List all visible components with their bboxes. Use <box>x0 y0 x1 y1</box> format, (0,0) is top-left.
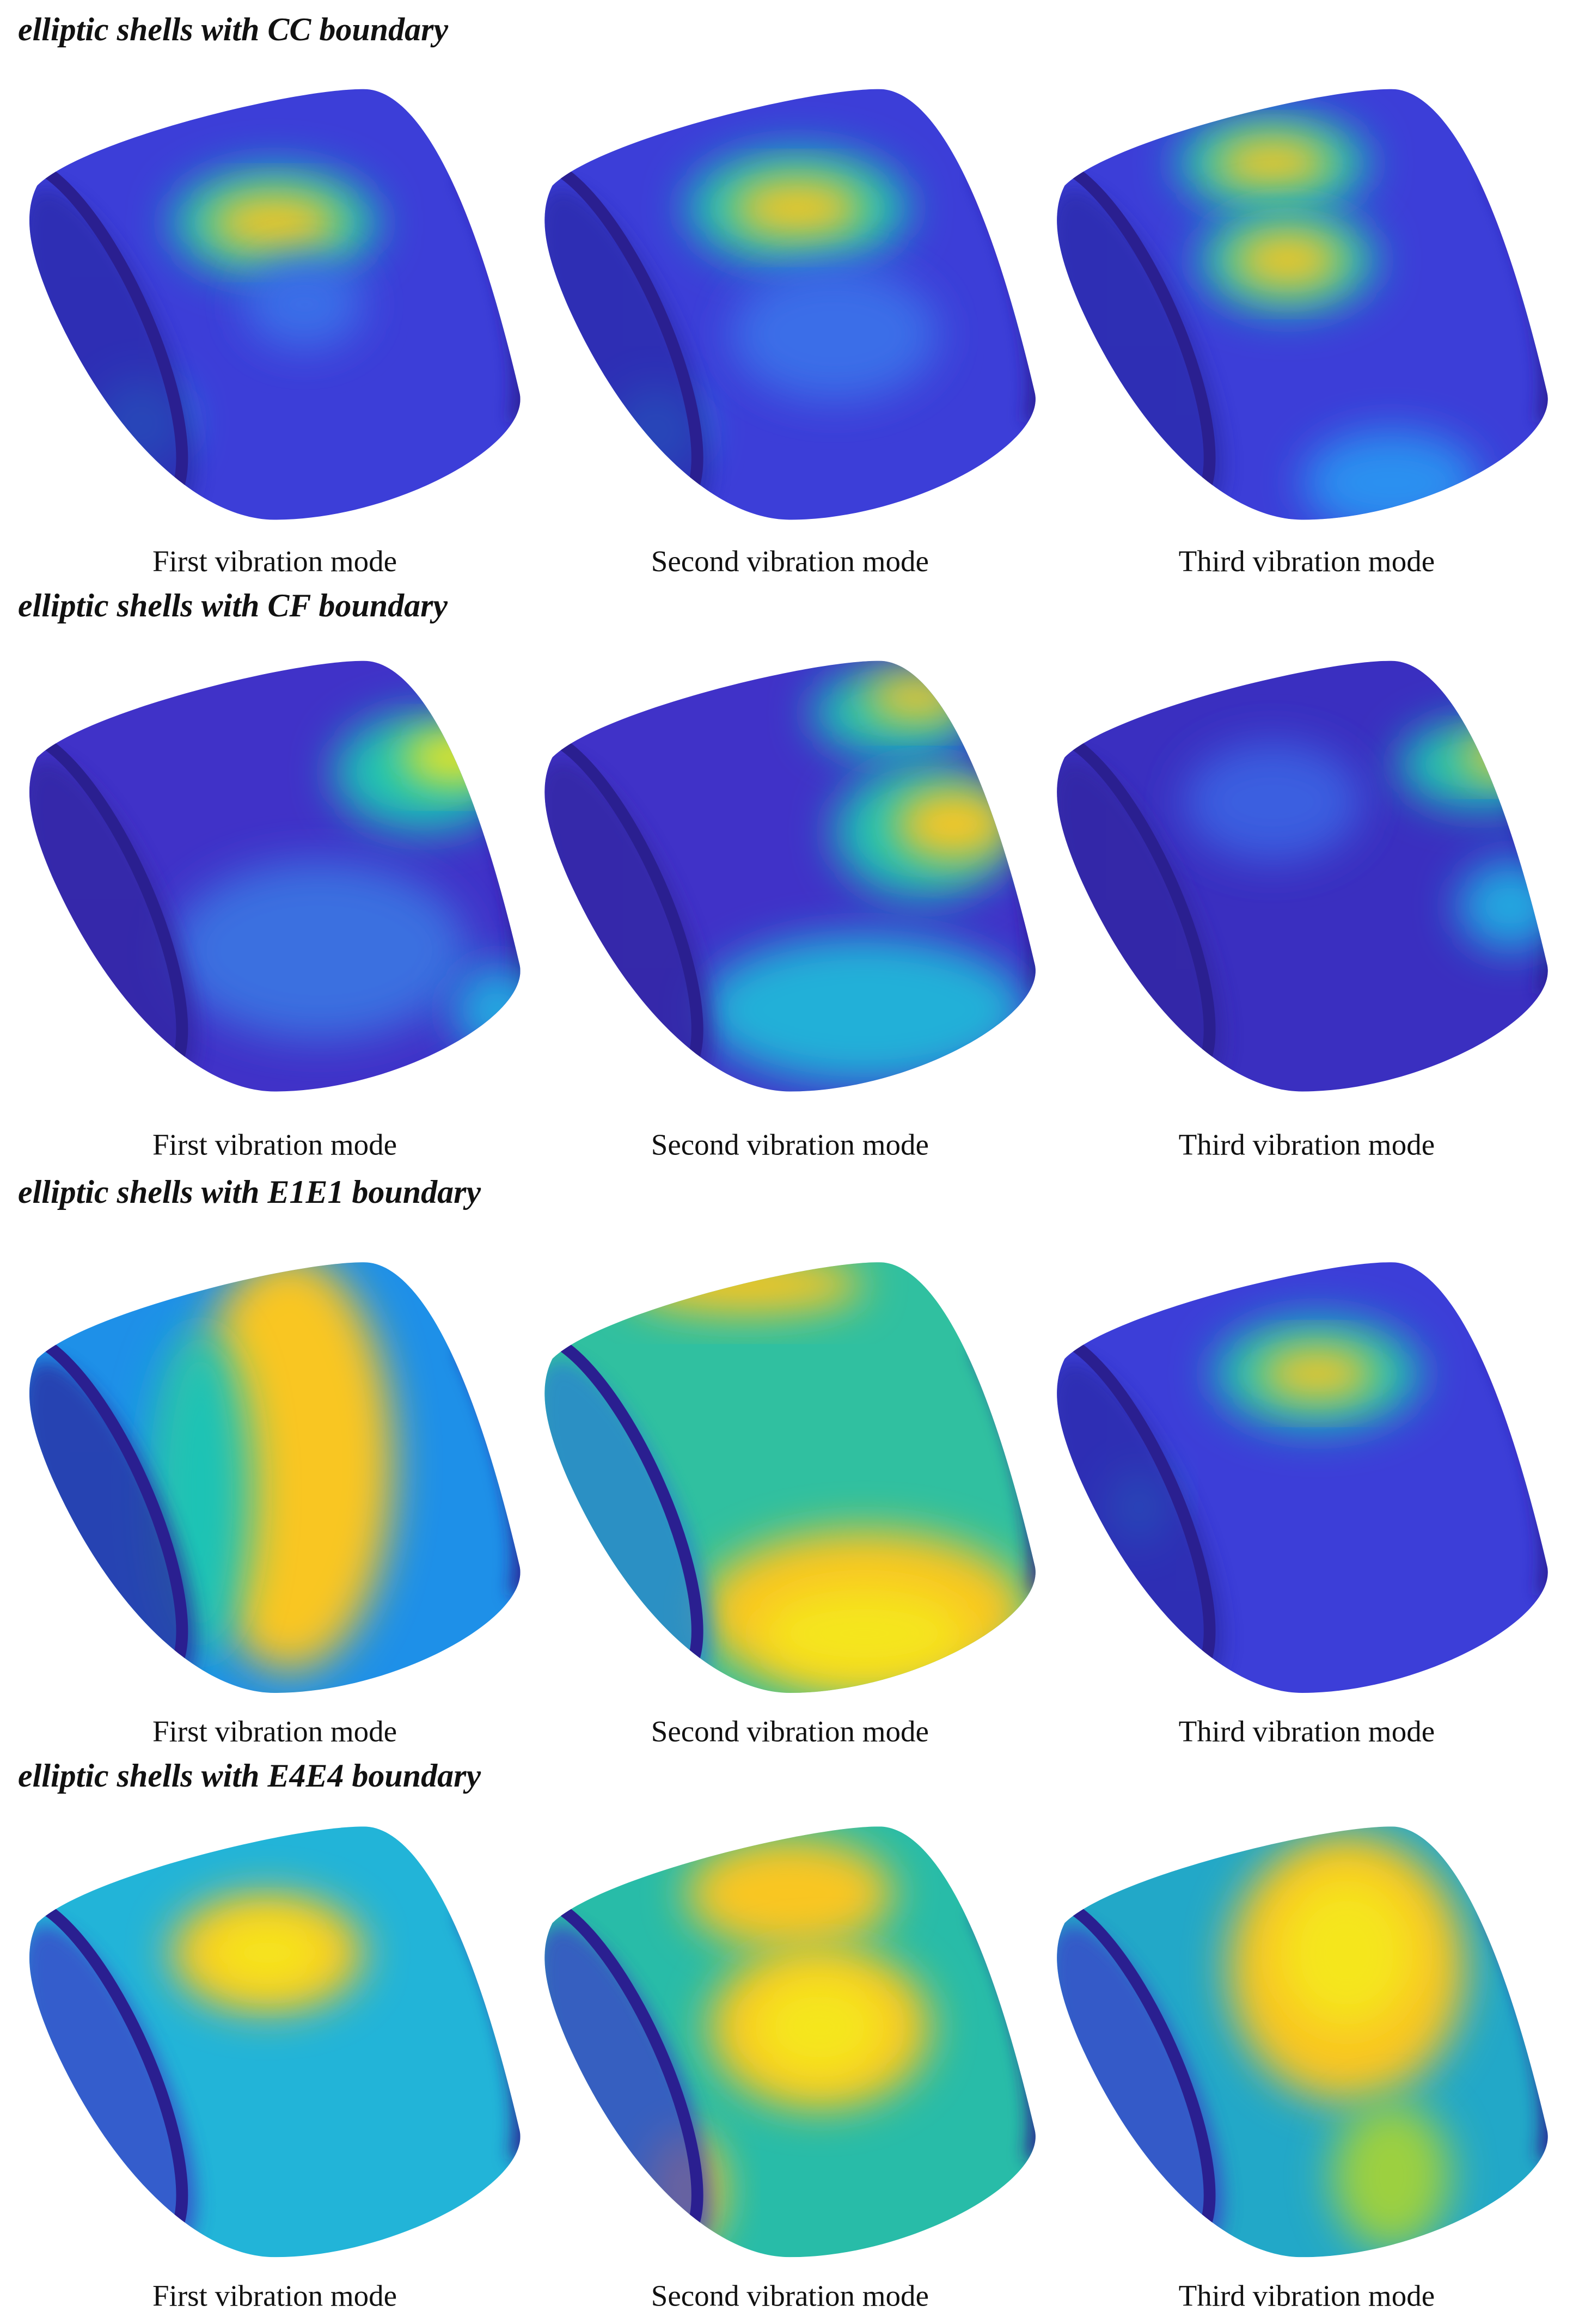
shell-surface <box>1057 1826 1548 2258</box>
mode-lobe <box>1213 136 1332 191</box>
shell-surface <box>544 660 1036 1092</box>
shell-plot <box>29 1262 521 1693</box>
shell-surface <box>544 89 1036 520</box>
mode-lobe <box>760 1589 969 1678</box>
shell-plot <box>1057 1262 1548 1693</box>
mode-lobe <box>170 861 468 1040</box>
mode-lobe <box>893 787 1013 861</box>
caption: Second vibration mode <box>651 1128 929 1161</box>
shell-opening <box>544 759 712 1083</box>
mode-lobe <box>1183 742 1362 861</box>
shell-plot <box>1057 89 1548 520</box>
shell-plot <box>29 89 521 520</box>
mode-lobe <box>401 730 505 784</box>
shell-plot <box>544 1826 1036 2258</box>
section-title: elliptic shells with CC boundary <box>18 11 449 47</box>
shell-opening <box>544 187 712 511</box>
mode-lobe <box>1332 2101 1451 2250</box>
caption: First vibration mode <box>152 1128 397 1161</box>
mode-lobe <box>752 1975 887 2080</box>
shell-plot <box>544 660 1036 1092</box>
shell-surface <box>29 660 521 1092</box>
mode-lobe <box>452 965 521 1055</box>
section-title: elliptic shells with E1E1 boundary <box>18 1174 481 1210</box>
mode-lobe <box>244 260 364 349</box>
shell-plot <box>29 1826 521 2258</box>
caption: Third vibration mode <box>1179 545 1435 578</box>
mode-lobe <box>207 1920 327 1986</box>
mode-lobe <box>1458 736 1547 779</box>
mode-lobe <box>685 1837 894 1950</box>
shell-opening <box>29 759 197 1083</box>
caption: First vibration mode <box>152 545 397 578</box>
shell-surface <box>1057 89 1548 520</box>
shell-plot <box>1057 660 1548 1092</box>
mode-lobe <box>1231 230 1344 290</box>
caption: Second vibration mode <box>651 1715 929 1748</box>
section-title: elliptic shells with CF boundary <box>18 588 448 623</box>
mode-lobe <box>864 674 969 722</box>
shell-surface <box>29 1262 521 1693</box>
shell-opening <box>544 1360 712 1684</box>
mode-lobe <box>1302 430 1480 520</box>
section-title: elliptic shells with E4E4 boundary <box>18 1758 481 1794</box>
shell-opening <box>29 187 197 511</box>
caption: Third vibration mode <box>1179 1715 1435 1748</box>
mode-lobe <box>1280 1878 1414 2027</box>
caption: First vibration mode <box>152 2279 397 2312</box>
caption: Second vibration mode <box>651 2279 929 2312</box>
shell-opening <box>1057 759 1224 1083</box>
mode-lobe <box>626 1262 865 1314</box>
mode-lobe <box>1458 861 1548 951</box>
shell-surface <box>29 1826 521 2258</box>
caption: Third vibration mode <box>1179 2279 1435 2312</box>
shell-plot <box>544 1262 1036 1693</box>
caption: Second vibration mode <box>651 545 929 578</box>
caption: Third vibration mode <box>1179 1128 1435 1161</box>
shell-surface <box>29 89 521 520</box>
shell-opening <box>1057 1360 1224 1684</box>
caption: First vibration mode <box>152 1715 397 1748</box>
shell-opening <box>544 1924 712 2248</box>
mode-lobe <box>207 193 342 253</box>
mode-lobe <box>730 267 939 401</box>
shell-surface <box>1057 1262 1548 1693</box>
shell-opening <box>1057 187 1224 511</box>
shell-surface <box>544 1826 1036 2258</box>
mode-lobe <box>701 935 1028 1084</box>
shell-plot <box>29 660 521 1092</box>
mode-lobe <box>730 178 865 238</box>
mode-lobe <box>1257 1347 1377 1400</box>
shell-opening <box>29 1924 197 2248</box>
shell-surface <box>544 1262 1036 1693</box>
shell-plot <box>1057 1826 1548 2258</box>
shell-surface <box>1057 660 1548 1092</box>
shell-opening <box>29 1360 197 1684</box>
shell-plot <box>544 89 1036 520</box>
shell-opening <box>1057 1924 1224 2248</box>
